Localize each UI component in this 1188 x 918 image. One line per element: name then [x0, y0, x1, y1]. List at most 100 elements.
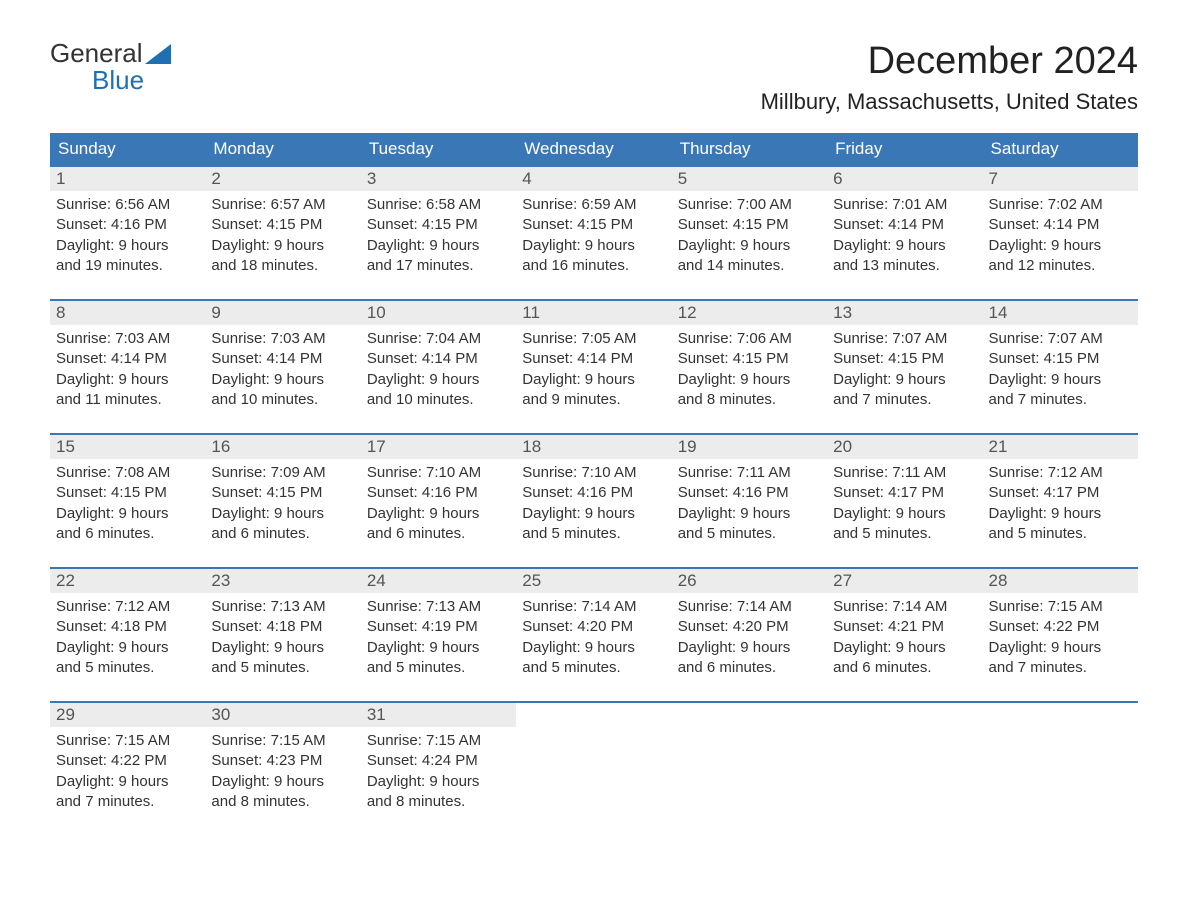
daylight-text-line2: and 8 minutes.: [211, 792, 354, 812]
day-body-cell: Sunrise: 7:03 AMSunset: 4:14 PMDaylight:…: [205, 325, 360, 424]
daylight-text-line1: Daylight: 9 hours: [56, 236, 199, 256]
weekday-header-row: Sunday Monday Tuesday Wednesday Thursday…: [50, 133, 1138, 166]
daylight-text-line2: and 12 minutes.: [989, 256, 1132, 276]
day-body-cell: [672, 727, 827, 826]
weekday-header: Saturday: [983, 133, 1138, 166]
daylight-text-line2: and 5 minutes.: [367, 658, 510, 678]
day-body-cell: Sunrise: 7:14 AMSunset: 4:20 PMDaylight:…: [672, 593, 827, 692]
sunrise-text: Sunrise: 7:04 AM: [367, 329, 510, 349]
day-body-cell: Sunrise: 7:15 AMSunset: 4:22 PMDaylight:…: [983, 593, 1138, 692]
sunset-text: Sunset: 4:15 PM: [989, 349, 1132, 369]
daylight-text-line1: Daylight: 9 hours: [989, 504, 1132, 524]
sunset-text: Sunset: 4:24 PM: [367, 751, 510, 771]
day-body-cell: Sunrise: 7:11 AMSunset: 4:16 PMDaylight:…: [672, 459, 827, 558]
spacer-row: [50, 692, 1138, 702]
day-number-cell: 5: [672, 166, 827, 191]
daylight-text-line1: Daylight: 9 hours: [56, 370, 199, 390]
day-number-cell: 20: [827, 434, 982, 459]
sunset-text: Sunset: 4:14 PM: [211, 349, 354, 369]
day-number-cell: 28: [983, 568, 1138, 593]
sunrise-text: Sunrise: 7:12 AM: [56, 597, 199, 617]
day-body-cell: Sunrise: 7:10 AMSunset: 4:16 PMDaylight:…: [361, 459, 516, 558]
day-body-cell: Sunrise: 7:12 AMSunset: 4:17 PMDaylight:…: [983, 459, 1138, 558]
sunset-text: Sunset: 4:15 PM: [522, 215, 665, 235]
day-number-cell: 30: [205, 702, 360, 727]
day-number-cell: 6: [827, 166, 982, 191]
day-number-cell: 31: [361, 702, 516, 727]
day-body-cell: Sunrise: 7:15 AMSunset: 4:24 PMDaylight:…: [361, 727, 516, 826]
daylight-text-line2: and 5 minutes.: [522, 658, 665, 678]
day-body-cell: Sunrise: 6:58 AMSunset: 4:15 PMDaylight:…: [361, 191, 516, 290]
daylight-text-line2: and 8 minutes.: [367, 792, 510, 812]
daylight-text-line2: and 6 minutes.: [56, 524, 199, 544]
spacer-row: [50, 558, 1138, 568]
sunrise-text: Sunrise: 6:59 AM: [522, 195, 665, 215]
sunset-text: Sunset: 4:14 PM: [367, 349, 510, 369]
daylight-text-line1: Daylight: 9 hours: [367, 504, 510, 524]
daylight-text-line2: and 14 minutes.: [678, 256, 821, 276]
sunset-text: Sunset: 4:14 PM: [56, 349, 199, 369]
day-body-cell: Sunrise: 6:59 AMSunset: 4:15 PMDaylight:…: [516, 191, 671, 290]
day-body-cell: Sunrise: 7:01 AMSunset: 4:14 PMDaylight:…: [827, 191, 982, 290]
day-body-cell: Sunrise: 7:04 AMSunset: 4:14 PMDaylight:…: [361, 325, 516, 424]
sunrise-text: Sunrise: 7:03 AM: [56, 329, 199, 349]
daylight-text-line2: and 6 minutes.: [678, 658, 821, 678]
day-number-cell: 15: [50, 434, 205, 459]
sunrise-text: Sunrise: 7:02 AM: [989, 195, 1132, 215]
day-body-cell: Sunrise: 7:10 AMSunset: 4:16 PMDaylight:…: [516, 459, 671, 558]
daylight-text-line1: Daylight: 9 hours: [367, 638, 510, 658]
daylight-text-line1: Daylight: 9 hours: [211, 638, 354, 658]
daynum-row: 891011121314: [50, 300, 1138, 325]
sunrise-text: Sunrise: 7:13 AM: [211, 597, 354, 617]
day-body-cell: Sunrise: 7:07 AMSunset: 4:15 PMDaylight:…: [983, 325, 1138, 424]
sunrise-text: Sunrise: 7:07 AM: [989, 329, 1132, 349]
day-number-cell: [672, 702, 827, 727]
sunset-text: Sunset: 4:15 PM: [678, 349, 821, 369]
daylight-text-line2: and 13 minutes.: [833, 256, 976, 276]
day-body-cell: [827, 727, 982, 826]
daylight-text-line1: Daylight: 9 hours: [989, 236, 1132, 256]
location-subtitle: Millbury, Massachusetts, United States: [761, 89, 1138, 115]
daylight-text-line1: Daylight: 9 hours: [522, 370, 665, 390]
day-number-cell: 25: [516, 568, 671, 593]
daynum-row: 1234567: [50, 166, 1138, 191]
sunrise-text: Sunrise: 7:06 AM: [678, 329, 821, 349]
day-body-cell: Sunrise: 7:14 AMSunset: 4:21 PMDaylight:…: [827, 593, 982, 692]
daylight-text-line2: and 8 minutes.: [678, 390, 821, 410]
day-body-cell: [983, 727, 1138, 826]
sunset-text: Sunset: 4:14 PM: [833, 215, 976, 235]
day-number-cell: 27: [827, 568, 982, 593]
daylight-text-line2: and 17 minutes.: [367, 256, 510, 276]
day-body-cell: Sunrise: 7:02 AMSunset: 4:14 PMDaylight:…: [983, 191, 1138, 290]
day-number-cell: [516, 702, 671, 727]
daylight-text-line2: and 6 minutes.: [367, 524, 510, 544]
daylight-text-line1: Daylight: 9 hours: [56, 504, 199, 524]
sunrise-text: Sunrise: 7:14 AM: [522, 597, 665, 617]
sunset-text: Sunset: 4:22 PM: [989, 617, 1132, 637]
day-number-cell: 21: [983, 434, 1138, 459]
sunrise-text: Sunrise: 7:10 AM: [522, 463, 665, 483]
sunrise-text: Sunrise: 7:14 AM: [833, 597, 976, 617]
daybody-row: Sunrise: 7:03 AMSunset: 4:14 PMDaylight:…: [50, 325, 1138, 424]
day-number-cell: 22: [50, 568, 205, 593]
sunrise-text: Sunrise: 7:15 AM: [989, 597, 1132, 617]
daylight-text-line1: Daylight: 9 hours: [367, 772, 510, 792]
sunset-text: Sunset: 4:15 PM: [367, 215, 510, 235]
daybody-row: Sunrise: 6:56 AMSunset: 4:16 PMDaylight:…: [50, 191, 1138, 290]
weekday-header: Tuesday: [361, 133, 516, 166]
sunrise-text: Sunrise: 6:56 AM: [56, 195, 199, 215]
daylight-text-line2: and 7 minutes.: [56, 792, 199, 812]
sunrise-text: Sunrise: 6:57 AM: [211, 195, 354, 215]
calendar-table: Sunday Monday Tuesday Wednesday Thursday…: [50, 133, 1138, 826]
sunrise-text: Sunrise: 7:09 AM: [211, 463, 354, 483]
day-body-cell: Sunrise: 7:07 AMSunset: 4:15 PMDaylight:…: [827, 325, 982, 424]
day-body-cell: Sunrise: 7:00 AMSunset: 4:15 PMDaylight:…: [672, 191, 827, 290]
daybody-row: Sunrise: 7:08 AMSunset: 4:15 PMDaylight:…: [50, 459, 1138, 558]
sunrise-text: Sunrise: 7:03 AM: [211, 329, 354, 349]
daybody-row: Sunrise: 7:15 AMSunset: 4:22 PMDaylight:…: [50, 727, 1138, 826]
weekday-header: Monday: [205, 133, 360, 166]
day-body-cell: Sunrise: 7:13 AMSunset: 4:19 PMDaylight:…: [361, 593, 516, 692]
daylight-text-line2: and 5 minutes.: [211, 658, 354, 678]
day-number-cell: 1: [50, 166, 205, 191]
day-number-cell: 11: [516, 300, 671, 325]
